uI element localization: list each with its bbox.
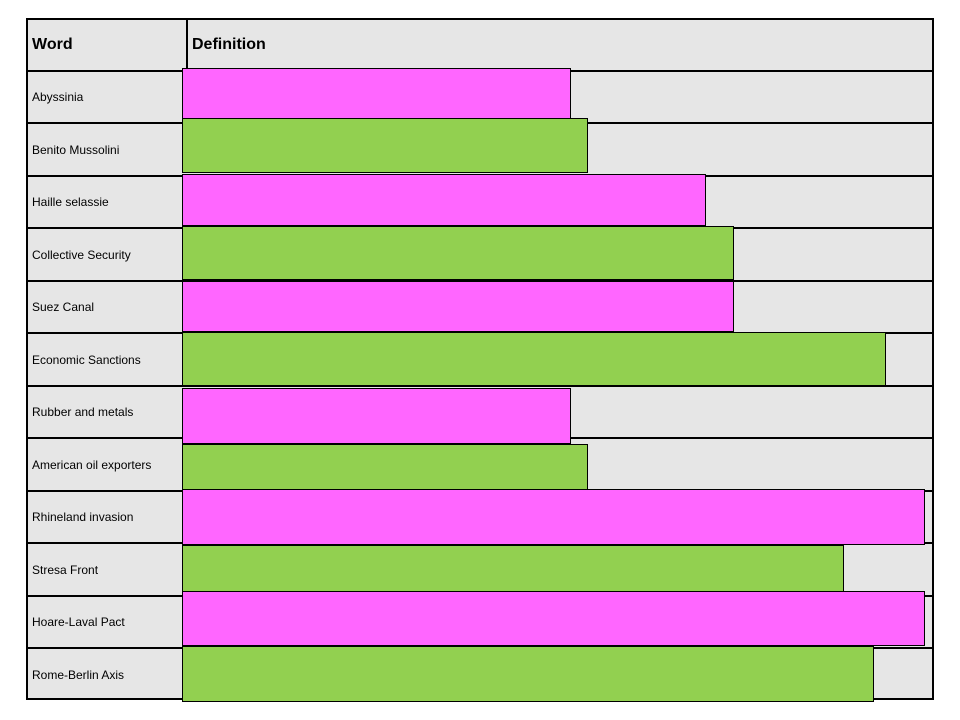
- definition-cover-1[interactable]: [182, 68, 571, 119]
- word-cell: Haille selassie: [32, 195, 109, 209]
- row-divider: [28, 385, 932, 387]
- definition-cover-2[interactable]: [182, 118, 588, 173]
- definition-cover-12[interactable]: [182, 646, 874, 702]
- definition-cover-3[interactable]: [182, 174, 706, 226]
- word-cell: Abyssinia: [32, 90, 84, 104]
- word-cell: Economic Sanctions: [32, 352, 141, 367]
- definition-cover-11[interactable]: [182, 591, 925, 646]
- word-cell: American oil exporters: [32, 457, 152, 472]
- word-cell: Rome-Berlin Axis: [32, 667, 125, 682]
- word-cell: Collective Security: [32, 247, 131, 262]
- definition-cover-9[interactable]: [182, 489, 925, 545]
- word-cell: Stresa Front: [32, 562, 99, 577]
- definition-cover-10[interactable]: [182, 545, 844, 592]
- header-column-divider: [186, 20, 188, 70]
- definition-cover-4[interactable]: [182, 226, 734, 280]
- word-cell: Suez Canal: [32, 300, 95, 314]
- definition-cover-7[interactable]: [182, 388, 571, 444]
- word-cell: Hoare-Laval Pact: [32, 615, 125, 629]
- word-cell: Rubber and metals: [32, 405, 134, 419]
- header-word: Word: [32, 36, 73, 53]
- word-cell: Rhineland invasion: [32, 510, 134, 524]
- header-definition: Definition: [192, 36, 266, 53]
- word-cell: Benito Mussolini: [32, 142, 120, 157]
- definition-cover-6[interactable]: [182, 332, 886, 386]
- definition-cover-8[interactable]: [182, 444, 588, 490]
- definition-cover-5[interactable]: [182, 281, 734, 332]
